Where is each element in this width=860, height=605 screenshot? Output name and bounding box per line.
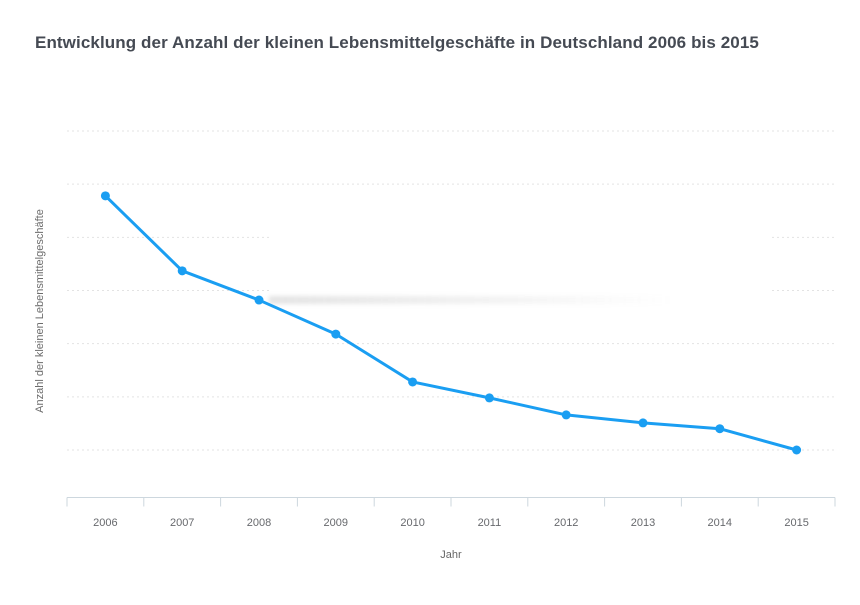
data-point-marker (792, 445, 802, 455)
data-point-marker (331, 329, 341, 339)
x-tick-label: 2009 (324, 517, 348, 529)
data-point-marker (484, 393, 494, 403)
data-point-marker (100, 191, 110, 201)
series-line (103, 194, 799, 452)
x-tick-label: 2011 (478, 517, 502, 529)
x-tick-label: 2010 (400, 517, 424, 529)
data-point-marker (638, 418, 648, 428)
data-point-marker (561, 410, 571, 420)
data-point-marker (408, 377, 418, 387)
x-tick-label: 2012 (554, 517, 578, 529)
x-tick-label: 2007 (170, 517, 194, 529)
x-axis-title: Jahr (440, 549, 462, 561)
x-tick-label: 2006 (93, 517, 117, 529)
data-point-marker (715, 424, 725, 434)
x-tick-label: 2013 (631, 517, 655, 529)
chart-title: Entwicklung der Anzahl der kleinen Leben… (35, 33, 759, 52)
x-tick-label: 2014 (708, 517, 732, 529)
data-point-marker (177, 266, 187, 276)
x-tick-label: 2008 (247, 517, 271, 529)
data-point-marker (254, 295, 264, 305)
x-tick-label: 2015 (784, 517, 808, 529)
